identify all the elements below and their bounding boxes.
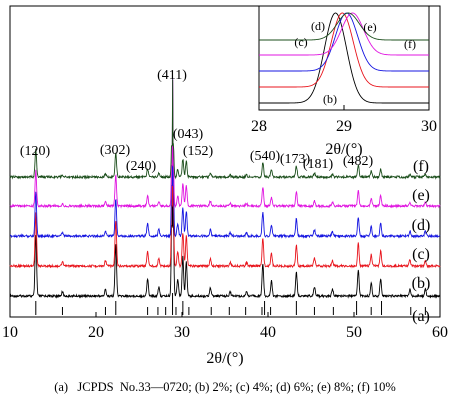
inset-x-axis-label: 2θ/(°) [325, 141, 362, 158]
inset-series-group [259, 12, 429, 104]
peak-annotation: (540) [250, 149, 281, 164]
xrd-series-line [9, 79, 441, 180]
peak-annotation: (482) [343, 154, 374, 169]
inset-x-tick-label: 29 [336, 118, 352, 135]
main-plot-frame [9, 5, 441, 318]
main-series-group [9, 77, 441, 299]
peak-annotation: (173) [280, 152, 311, 167]
inset-x-tick-label: 30 [421, 118, 437, 135]
inset-series-line [259, 12, 429, 56]
main-x-axis-label: 2θ/(°) [206, 350, 243, 367]
xrd-series-line [9, 79, 441, 269]
peak-annotation: (152) [183, 144, 214, 159]
reference-sticks [35, 293, 426, 315]
inset-series-line [259, 12, 429, 88]
peak-annotations: (120) (302)(240) (411) (043) (152) (540) (173)… [20, 68, 374, 174]
inset-series-label: (e) [363, 20, 376, 34]
peak-annotation: (043) [173, 127, 204, 142]
series-labels: (a) (b) (c) (d) (e) (f) [412, 158, 431, 325]
series-label: (c) [412, 246, 430, 263]
main-x-axis: 10 20 30 40 50 60 [2, 312, 448, 341]
x-tick-label: 30 [174, 324, 190, 341]
inset-series-line [259, 12, 429, 41]
inset-series-labels: (b) (c) (d) (e) (f) [294, 19, 416, 106]
xrd-figure: 10 20 30 40 50 60 (a) (b) (c) (d) (e) (f) (120) (30… [2, 5, 448, 367]
inset-series-label: (c) [294, 35, 307, 49]
series-label: (e) [412, 187, 430, 204]
x-tick-label: 50 [346, 324, 362, 341]
inset-series-label: (d) [311, 19, 325, 33]
peak-annotation: (411) [157, 68, 187, 83]
x-tick-label: 60 [432, 324, 448, 341]
inset-series-label: (b) [323, 92, 337, 106]
peak-annotation: (120) [20, 144, 51, 159]
peak-annotation: (181) [303, 157, 334, 172]
xrd-series-line [9, 79, 441, 299]
peak-annotation: (302) [100, 143, 131, 158]
series-label: (b) [412, 275, 431, 292]
inset-series-label: (f) [404, 37, 416, 51]
x-tick-label: 40 [260, 324, 276, 341]
series-label: (d) [412, 217, 431, 234]
inset-plot-frame [258, 5, 430, 111]
inset-series-line [259, 12, 429, 104]
figure-caption: (a) JCPDS No.33—0720; (b) 2%; (c) 4%; (d… [54, 380, 396, 394]
series-label: (f) [413, 158, 429, 175]
peak-annotation: (240) [126, 159, 157, 174]
inset-x-tick-label: 28 [251, 118, 267, 135]
series-label: (a) [412, 308, 430, 325]
x-tick-label: 10 [2, 324, 18, 341]
x-tick-label: 20 [88, 324, 104, 341]
xrd-series-line [9, 77, 441, 239]
xrd-series-line [9, 79, 441, 209]
inset-x-axis: 28 29 30 [251, 105, 437, 135]
